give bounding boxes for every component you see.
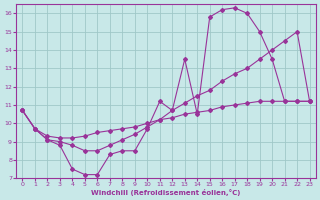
X-axis label: Windchill (Refroidissement éolien,°C): Windchill (Refroidissement éolien,°C) [91, 189, 241, 196]
